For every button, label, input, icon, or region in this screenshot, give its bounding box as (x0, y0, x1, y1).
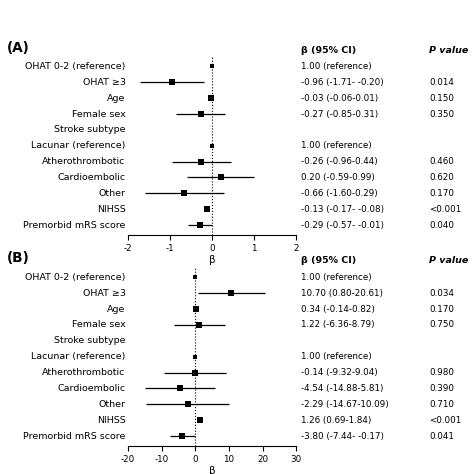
Text: -0.27 (-0.85-0.31): -0.27 (-0.85-0.31) (301, 109, 378, 118)
Text: Female sex: Female sex (72, 109, 126, 118)
Text: Atherothrombotic: Atherothrombotic (42, 368, 126, 377)
Text: 0.034: 0.034 (429, 289, 454, 298)
Text: 0.170: 0.170 (429, 189, 454, 198)
Text: Age: Age (107, 305, 126, 314)
Text: Female sex: Female sex (72, 320, 126, 329)
Text: OHAT ≥3: OHAT ≥3 (82, 289, 126, 298)
Text: 0.040: 0.040 (429, 220, 454, 229)
Text: 0.460: 0.460 (429, 157, 454, 166)
Text: OHAT 0-2 (reference): OHAT 0-2 (reference) (25, 62, 126, 71)
Text: 0.980: 0.980 (429, 368, 454, 377)
Text: Lacunar (reference): Lacunar (reference) (31, 141, 126, 150)
Text: Stroke subtype: Stroke subtype (54, 126, 126, 135)
Text: -4.54 (-14.88-5.81): -4.54 (-14.88-5.81) (301, 384, 383, 393)
Text: P value: P value (429, 46, 468, 55)
Text: 0.34 (-0.14-0.82): 0.34 (-0.14-0.82) (301, 305, 375, 314)
Text: 0.710: 0.710 (429, 400, 454, 409)
Text: 1.00 (reference): 1.00 (reference) (301, 273, 372, 282)
Text: β (95% CI): β (95% CI) (301, 46, 356, 55)
Text: <0.001: <0.001 (429, 416, 461, 425)
Text: 0.390: 0.390 (429, 384, 454, 393)
Text: 0.014: 0.014 (429, 78, 454, 87)
Text: Age: Age (107, 94, 126, 103)
Text: Lacunar (reference): Lacunar (reference) (31, 352, 126, 361)
Text: 1.00 (reference): 1.00 (reference) (301, 141, 372, 150)
Text: -0.03 (-0.06-0.01): -0.03 (-0.06-0.01) (301, 94, 378, 103)
Text: β (95% CI): β (95% CI) (301, 256, 356, 265)
Text: <0.001: <0.001 (429, 205, 461, 214)
Text: 0.150: 0.150 (429, 94, 454, 103)
Text: Other: Other (99, 189, 126, 198)
Text: Stroke subtype: Stroke subtype (54, 337, 126, 346)
Text: 0.750: 0.750 (429, 320, 454, 329)
Text: OHAT 0-2 (reference): OHAT 0-2 (reference) (25, 273, 126, 282)
Text: (A): (A) (7, 40, 30, 55)
Text: OHAT ≥3: OHAT ≥3 (82, 78, 126, 87)
Text: Premorbid mRS score: Premorbid mRS score (23, 431, 126, 440)
Text: 0.620: 0.620 (429, 173, 454, 182)
Text: 0.350: 0.350 (429, 109, 454, 118)
Text: -0.14 (-9.32-9.04): -0.14 (-9.32-9.04) (301, 368, 378, 377)
Text: Cardioembolic: Cardioembolic (57, 384, 126, 393)
Text: 1.26 (0.69-1.84): 1.26 (0.69-1.84) (301, 416, 371, 425)
Text: 1.00 (reference): 1.00 (reference) (301, 352, 372, 361)
Text: NIHSS: NIHSS (97, 205, 126, 214)
Text: -0.26 (-0.96-0.44): -0.26 (-0.96-0.44) (301, 157, 378, 166)
Text: 1.00 (reference): 1.00 (reference) (301, 62, 372, 71)
Text: P value: P value (429, 256, 468, 265)
Text: Other: Other (99, 400, 126, 409)
Text: Premorbid mRS score: Premorbid mRS score (23, 220, 126, 229)
Text: -3.80 (-7.44- -0.17): -3.80 (-7.44- -0.17) (301, 431, 384, 440)
X-axis label: β: β (209, 465, 215, 474)
Text: 0.170: 0.170 (429, 305, 454, 314)
Text: -0.96 (-1.71- -0.20): -0.96 (-1.71- -0.20) (301, 78, 384, 87)
Text: Cardioembolic: Cardioembolic (57, 173, 126, 182)
Text: -0.66 (-1.60-0.29): -0.66 (-1.60-0.29) (301, 189, 378, 198)
X-axis label: β: β (209, 255, 215, 265)
Text: (B): (B) (7, 251, 30, 265)
Text: -0.13 (-0.17- -0.08): -0.13 (-0.17- -0.08) (301, 205, 384, 214)
Text: -2.29 (-14.67-10.09): -2.29 (-14.67-10.09) (301, 400, 389, 409)
Text: 0.20 (-0.59-0.99): 0.20 (-0.59-0.99) (301, 173, 375, 182)
Text: 0.041: 0.041 (429, 431, 454, 440)
Text: NIHSS: NIHSS (97, 416, 126, 425)
Text: -0.29 (-0.57- -0.01): -0.29 (-0.57- -0.01) (301, 220, 384, 229)
Text: 1.22 (-6.36-8.79): 1.22 (-6.36-8.79) (301, 320, 374, 329)
Text: Atherothrombotic: Atherothrombotic (42, 157, 126, 166)
Text: 10.70 (0.80-20.61): 10.70 (0.80-20.61) (301, 289, 383, 298)
